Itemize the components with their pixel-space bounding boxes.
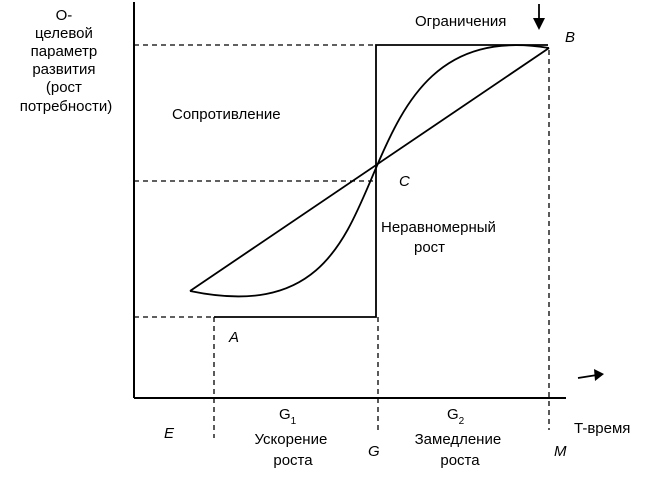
right-arrow-icon — [577, 369, 604, 381]
s-curve — [189, 44, 550, 298]
x-axis-label: T-время — [574, 420, 630, 437]
linear-growth-line — [189, 47, 550, 292]
g2-caption: Замедление роста — [415, 431, 506, 469]
dashed-guides — [134, 44, 550, 438]
g2-label: G2 — [447, 406, 465, 427]
y-axis-label: О- целевой параметр развития (рост потре… — [20, 7, 112, 115]
down-arrow-icon — [533, 4, 545, 30]
g1-label: G1 — [279, 406, 297, 427]
point-a-label: A — [228, 329, 239, 346]
constraints-label: Ограничения — [415, 13, 506, 30]
point-c-label: C — [399, 173, 410, 190]
point-e-label: E — [164, 425, 175, 442]
point-b-label: B — [565, 29, 575, 46]
point-g-label: G — [368, 443, 380, 460]
step-line — [214, 44, 548, 318]
g1-caption: Ускорение роста — [255, 431, 332, 469]
point-m-label: M — [554, 443, 567, 460]
resistance-label: Сопротивление — [172, 106, 281, 123]
uneven-growth-label: Неравномерный рост — [381, 219, 500, 256]
